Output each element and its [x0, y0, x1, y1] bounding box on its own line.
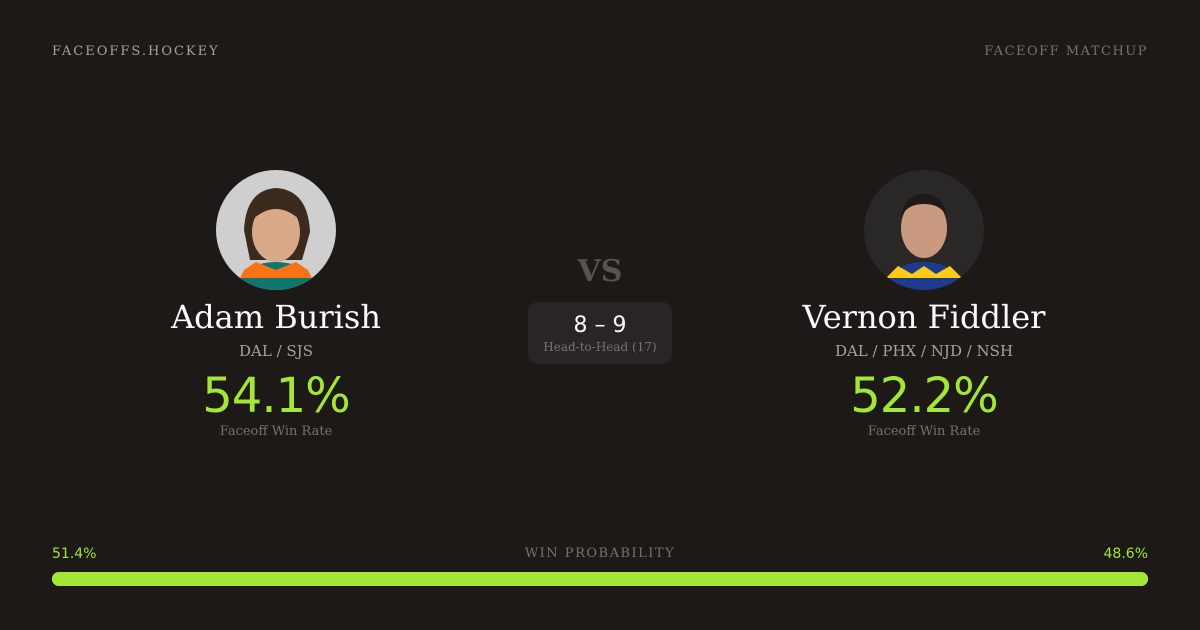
player-name: Adam Burish [171, 298, 381, 336]
head-to-head-score: 8 – 9 [573, 313, 627, 338]
head-to-head-label: Head-to-Head (17) [543, 340, 657, 354]
win-probability-left-segment [52, 572, 616, 586]
player-win-rate-label: Faceoff Win Rate [219, 424, 333, 439]
player-avatar [216, 170, 336, 290]
win-probability-left: 51.4% [52, 546, 97, 562]
player-card-right: Vernon Fiddler DAL / PHX / NJD / NSH 52.… [724, 170, 1124, 439]
page-tag: FACEOFF MATCHUP [984, 44, 1148, 59]
win-probability-right: 48.6% [1103, 546, 1148, 562]
win-probability-title: WIN PROBABILITY [524, 546, 676, 561]
player-win-rate: 52.2% [850, 368, 998, 424]
player-win-rate: 54.1% [202, 368, 350, 424]
win-probability-right-segment [615, 572, 1148, 586]
player-card-left: Adam Burish DAL / SJS 54.1% Faceoff Win … [76, 170, 476, 439]
player-name: Vernon Fiddler [802, 298, 1046, 336]
player-teams: DAL / SJS [239, 342, 313, 360]
player-avatar [864, 170, 984, 290]
head-to-head-box: 8 – 9 Head-to-Head (17) [528, 302, 672, 364]
win-probability-bar [52, 572, 1148, 586]
vs-label: VS [577, 254, 623, 289]
site-brand: FACEOFFS.HOCKEY [52, 44, 220, 59]
player-teams: DAL / PHX / NJD / NSH [834, 342, 1014, 360]
player-win-rate-label: Faceoff Win Rate [867, 424, 981, 439]
